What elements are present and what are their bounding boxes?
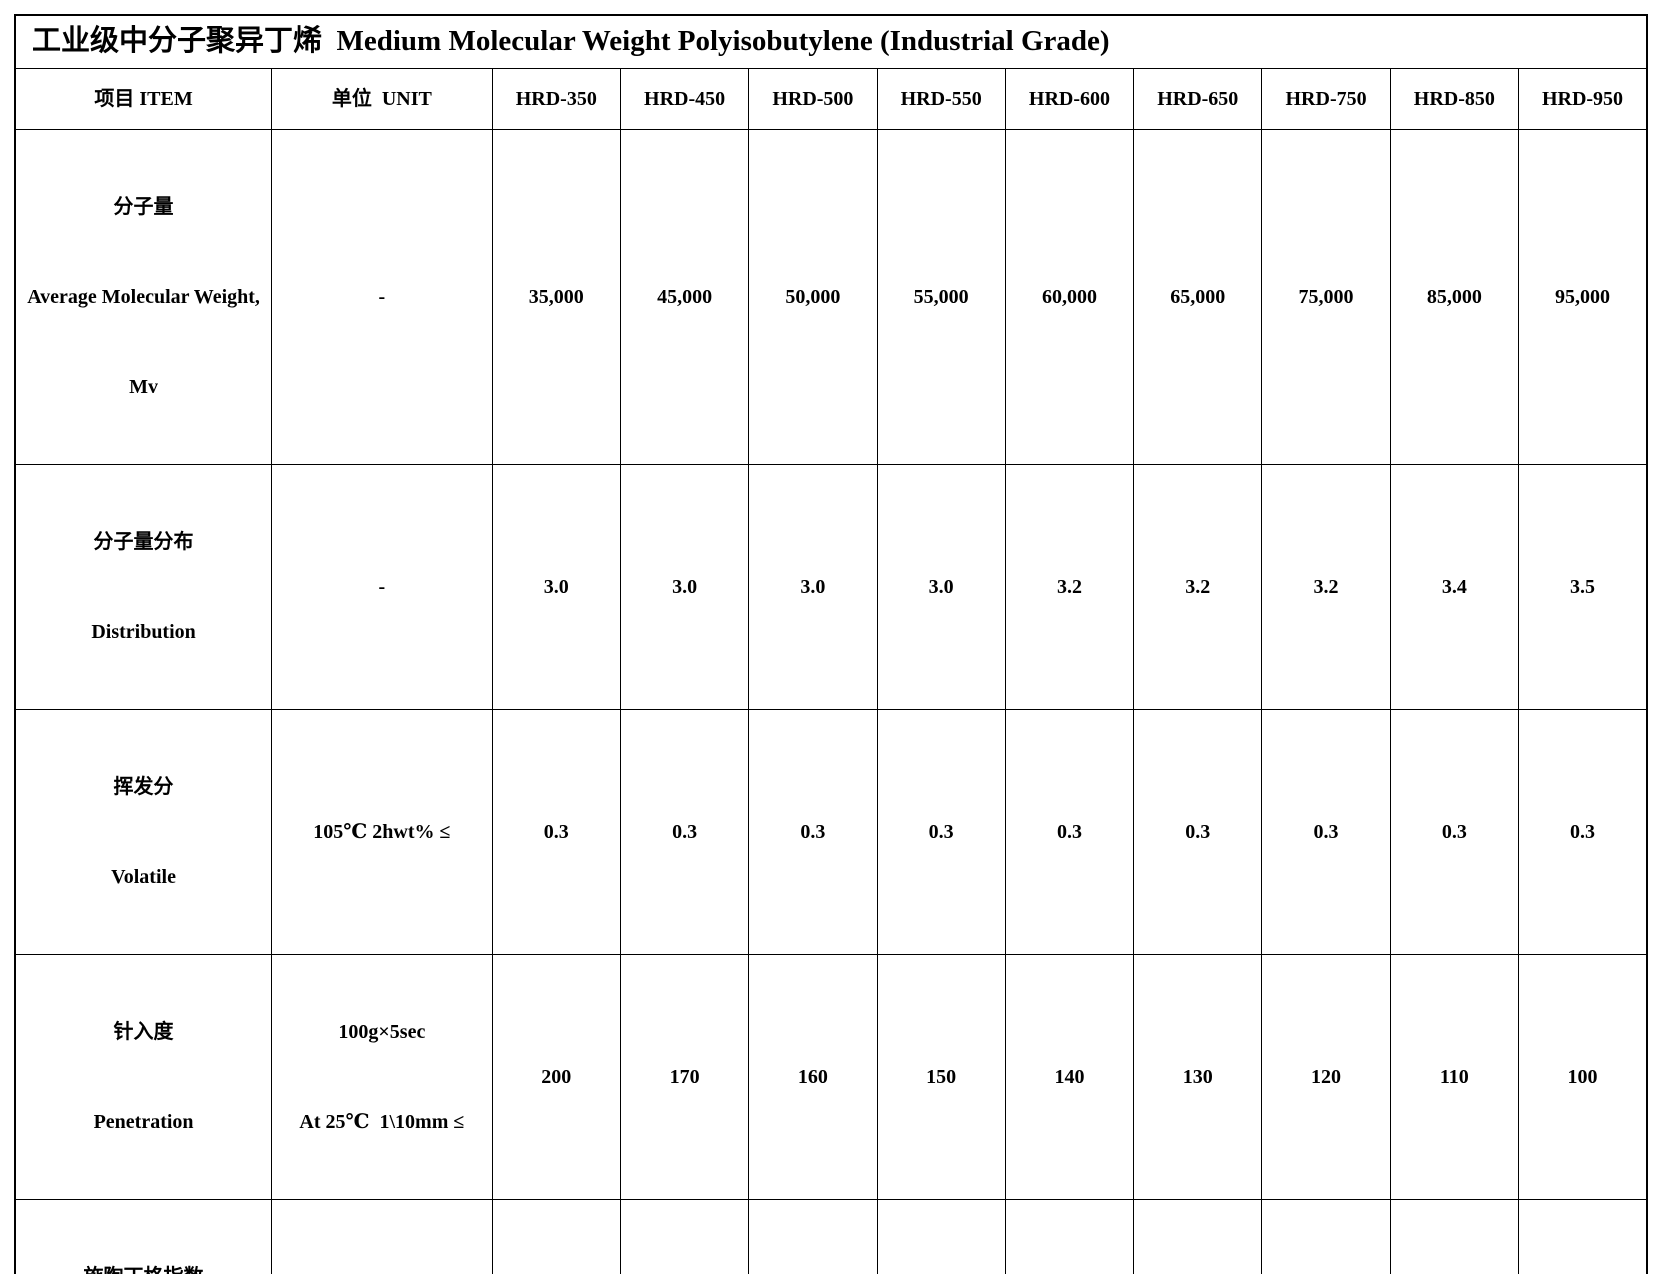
value-cell: 0.3 xyxy=(492,710,620,955)
value-cell: 0.3 xyxy=(1390,710,1518,955)
col-header-grade-hrd450: HRD-450 xyxy=(620,69,748,130)
item-label-penetration: 针入度 Penetration xyxy=(15,955,272,1200)
value-cell: 35.0-39.0 xyxy=(1134,1200,1262,1274)
value-cell: 60,000 xyxy=(1005,130,1133,465)
value-cell: 120 xyxy=(1262,955,1390,1200)
value-cell: 3.2 xyxy=(1262,465,1390,710)
unit-line-2: At 25℃ 1\10mm ≤ xyxy=(276,1107,488,1137)
value-cell: 140 xyxy=(1005,955,1133,1200)
value-cell: 42.5-46.5 xyxy=(1390,1200,1518,1274)
value-cell: 3.2 xyxy=(1134,465,1262,710)
col-header-grade-hrd350: HRD-350 xyxy=(492,69,620,130)
col-header-unit: 单位 UNIT xyxy=(272,69,493,130)
value-cell: 35,000 xyxy=(492,130,620,465)
value-cell: 0.3 xyxy=(1519,710,1648,955)
item-label-molecular-weight: 分子量 Average Molecular Weight, Mv xyxy=(15,130,272,465)
unit-cell: - xyxy=(272,1200,493,1274)
col-header-grade-hrd550: HRD-550 xyxy=(877,69,1005,130)
col-header-grade-hrd950: HRD-950 xyxy=(1519,69,1648,130)
item-label-cn: 分子量分布 xyxy=(20,527,267,557)
value-cell: 50,000 xyxy=(749,130,877,465)
row-distribution: 分子量分布 Distribution - 3.0 3.0 3.0 3.0 3.2… xyxy=(15,465,1647,710)
unit-cell: - xyxy=(272,465,493,710)
value-cell: 46.0-52.0 xyxy=(1519,1200,1648,1274)
row-penetration: 针入度 Penetration 100g×5sec At 25℃ 1\10mm … xyxy=(15,955,1647,1200)
value-cell: 160 xyxy=(749,955,877,1200)
value-cell: 27.5-31.5 xyxy=(749,1200,877,1274)
value-cell: 170 xyxy=(620,955,748,1200)
unit-cell: - xyxy=(272,130,493,465)
item-label-en2: Mv xyxy=(20,372,267,402)
value-cell: 0.3 xyxy=(620,710,748,955)
value-cell: 200 xyxy=(492,955,620,1200)
value-cell: 0.3 xyxy=(1005,710,1133,955)
col-header-grade-hrd850: HRD-850 xyxy=(1390,69,1518,130)
unit-cell: 105℃ 2hwt% ≤ xyxy=(272,710,493,955)
value-cell: 3.0 xyxy=(877,465,1005,710)
value-cell: 25.5-29.5 xyxy=(620,1200,748,1274)
value-cell: 45,000 xyxy=(620,130,748,465)
value-cell: 0.3 xyxy=(1134,710,1262,955)
item-label-cn: 施陶丁格指数 xyxy=(20,1262,267,1274)
value-cell: 100 xyxy=(1519,955,1648,1200)
title-row: 工业级中分子聚异丁烯 Medium Molecular Weight Polyi… xyxy=(15,15,1647,69)
unit-line-1: 100g×5sec xyxy=(276,1017,488,1047)
value-cell: 95,000 xyxy=(1519,130,1648,465)
row-molecular-weight: 分子量 Average Molecular Weight, Mv - 35,00… xyxy=(15,130,1647,465)
value-cell: 0.3 xyxy=(1262,710,1390,955)
value-cell: 30.5-34.5 xyxy=(877,1200,1005,1274)
item-label-staudinger: 施陶丁格指数 Staudinger Index xyxy=(15,1200,272,1274)
value-cell: 130 xyxy=(1134,955,1262,1200)
value-cell: 22.5-26.5 xyxy=(492,1200,620,1274)
value-cell: 150 xyxy=(877,955,1005,1200)
item-label-distribution: 分子量分布 Distribution xyxy=(15,465,272,710)
col-header-item: 项目 ITEM xyxy=(15,69,272,130)
value-cell: 55,000 xyxy=(877,130,1005,465)
item-label-en: Distribution xyxy=(20,617,267,647)
col-header-grade-hrd650: HRD-650 xyxy=(1134,69,1262,130)
value-cell: 85,000 xyxy=(1390,130,1518,465)
value-cell: 0.3 xyxy=(877,710,1005,955)
value-cell: 0.3 xyxy=(749,710,877,955)
value-cell: 3.0 xyxy=(620,465,748,710)
col-header-grade-hrd500: HRD-500 xyxy=(749,69,877,130)
item-label-en: Penetration xyxy=(20,1107,267,1137)
table-title: 工业级中分子聚异丁烯 Medium Molecular Weight Polyi… xyxy=(15,15,1647,69)
item-label-cn: 分子量 xyxy=(20,192,267,222)
column-header-row: 项目 ITEM 单位 UNIT HRD-350 HRD-450 HRD-500 … xyxy=(15,69,1647,130)
value-cell: 3.2 xyxy=(1005,465,1133,710)
value-cell: 3.0 xyxy=(749,465,877,710)
unit-cell: 100g×5sec At 25℃ 1\10mm ≤ xyxy=(272,955,493,1200)
row-staudinger-index: 施陶丁格指数 Staudinger Index - 22.5-26.5 25.5… xyxy=(15,1200,1647,1274)
item-label-en: Average Molecular Weight, xyxy=(20,282,267,312)
col-header-grade-hrd750: HRD-750 xyxy=(1262,69,1390,130)
polyisobutylene-spec-table: 工业级中分子聚异丁烯 Medium Molecular Weight Polyi… xyxy=(14,14,1648,1274)
value-cell: 3.0 xyxy=(492,465,620,710)
value-cell: 33.0-36.0 xyxy=(1005,1200,1133,1274)
item-label-volatile: 挥发分 Volatile xyxy=(15,710,272,955)
value-cell: 3.4 xyxy=(1390,465,1518,710)
value-cell: 65,000 xyxy=(1134,130,1262,465)
row-volatile: 挥发分 Volatile 105℃ 2hwt% ≤ 0.3 0.3 0.3 0.… xyxy=(15,710,1647,955)
item-label-en: Volatile xyxy=(20,862,267,892)
value-cell: 75,000 xyxy=(1262,130,1390,465)
value-cell: 3.5 xyxy=(1519,465,1648,710)
value-cell: 39.0-43.0 xyxy=(1262,1200,1390,1274)
value-cell: 110 xyxy=(1390,955,1518,1200)
item-label-cn: 针入度 xyxy=(20,1017,267,1047)
col-header-grade-hrd600: HRD-600 xyxy=(1005,69,1133,130)
item-label-cn: 挥发分 xyxy=(20,772,267,802)
